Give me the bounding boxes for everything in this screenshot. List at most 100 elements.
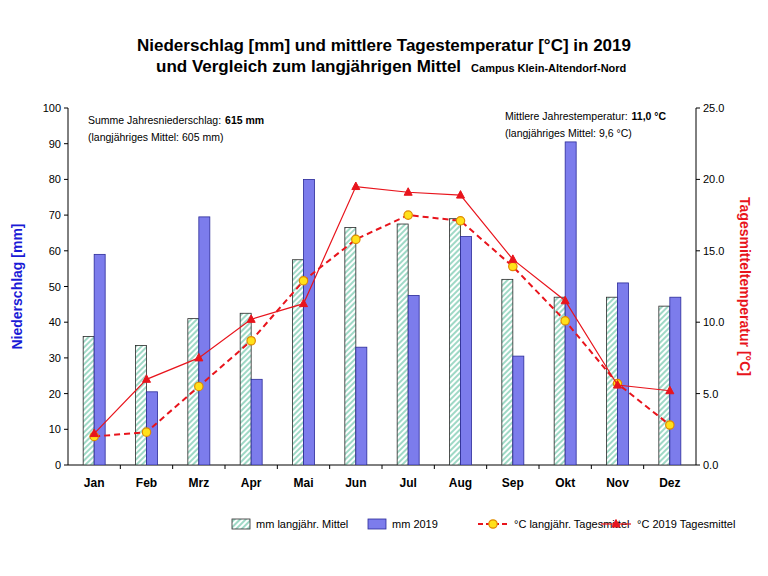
annotation: Mittlere Jahrestemperatur: 11,0 °C	[505, 110, 667, 122]
bar	[136, 345, 147, 465]
annotation: Summe Jahresniederschlag: 615 mm	[88, 114, 264, 126]
y-tick	[64, 215, 68, 216]
y2-tick-label: 0.0	[703, 459, 718, 471]
marker	[247, 315, 255, 323]
y-tick	[64, 429, 68, 430]
plot-area	[83, 142, 681, 465]
location: Campus Klein-Altendorf-Nord	[471, 62, 626, 74]
x-tick-label: Jul	[399, 476, 416, 490]
y-tick	[64, 250, 68, 251]
marker	[612, 520, 620, 528]
y2-tick	[696, 179, 700, 180]
y-tick-label: 60	[49, 245, 61, 257]
annotation: (langjähriges Mittel: 605 mm)	[88, 131, 223, 143]
annotation-part: 615 mm	[225, 114, 264, 126]
chart: Niederschlag [mm] und mittlere Tagestemp…	[0, 0, 768, 576]
bar	[251, 379, 262, 465]
x-tick	[329, 465, 330, 469]
x-tick	[539, 465, 540, 469]
bar	[670, 297, 681, 465]
x-tick	[434, 465, 435, 469]
y2-axis	[696, 108, 697, 465]
y-tick	[64, 465, 68, 466]
y2-tick	[696, 322, 700, 323]
line	[94, 187, 670, 434]
legend: mm langjähr. Mittelmm 2019°C langjähr. T…	[232, 518, 735, 530]
marker	[300, 299, 308, 307]
marker	[561, 317, 569, 325]
x-tick-label: Okt	[555, 476, 575, 490]
x-tick-label: Jan	[84, 476, 105, 490]
marker	[143, 375, 151, 383]
y2-tick	[696, 393, 700, 394]
bar	[83, 336, 94, 465]
x-tick	[486, 465, 487, 469]
annotation-part: Mittlere Jahrestemperatur:	[505, 110, 628, 122]
x-tick-label: Jun	[345, 476, 366, 490]
x-tick	[120, 465, 121, 469]
y-tick	[64, 286, 68, 287]
x-tick	[382, 465, 383, 469]
y2-tick-label: 25.0	[703, 102, 724, 114]
y-tick	[64, 393, 68, 394]
y-tick	[64, 357, 68, 358]
x-tick-label: Dez	[659, 476, 680, 490]
legend-swatch	[232, 519, 250, 529]
annotation-part: 11,0 °C	[632, 110, 667, 122]
bar	[408, 295, 419, 465]
bar	[461, 237, 472, 465]
marker	[509, 262, 517, 270]
annotation-part: Summe Jahresniederschlag:	[88, 114, 221, 126]
y-tick-label: 0	[55, 459, 61, 471]
marker	[247, 337, 255, 345]
x-tick-label: Sep	[502, 476, 524, 490]
y-tick-label: 10	[49, 423, 61, 435]
bar	[345, 228, 356, 465]
legend-label: °C 2019 Tagesmittel	[637, 518, 735, 530]
y-tick	[64, 108, 68, 109]
x-tick-label: Mrz	[188, 476, 209, 490]
y-tick-label: 90	[49, 138, 61, 150]
bar	[397, 224, 408, 465]
y-tick	[64, 322, 68, 323]
marker	[456, 217, 464, 225]
y-tick	[64, 179, 68, 180]
y-axis-title: Niederschlag [mm]	[9, 223, 25, 349]
legend-label: mm langjähr. Mittel	[256, 518, 348, 530]
bar	[513, 356, 524, 465]
x-tick	[172, 465, 173, 469]
x-tick-label: Mai	[293, 476, 313, 490]
y2-tick	[696, 250, 700, 251]
y-tick-label: 50	[49, 281, 61, 293]
marker	[457, 191, 465, 199]
y2-tick-label: 5.0	[703, 388, 718, 400]
x-tick-label: Feb	[136, 476, 157, 490]
x-tick	[591, 465, 592, 469]
x-tick-label: Aug	[449, 476, 472, 490]
marker	[352, 182, 360, 190]
legend-label: mm 2019	[392, 518, 438, 530]
marker	[666, 421, 674, 429]
subtitle: und Vergleich zum langjährigen Mittel	[156, 57, 461, 76]
y-tick-label: 70	[49, 209, 61, 221]
marker	[299, 277, 307, 285]
x-tick-label: Nov	[606, 476, 629, 490]
y-tick-label: 30	[49, 352, 61, 364]
y-tick-label: 40	[49, 316, 61, 328]
line	[94, 215, 670, 436]
bar	[293, 260, 304, 465]
annotation: (langjähriges Mittel: 9,6 °C)	[505, 127, 632, 139]
y-tick-label: 20	[49, 388, 61, 400]
marker	[666, 386, 674, 394]
bar	[502, 279, 513, 465]
title: Niederschlag [mm] und mittlere Tagestemp…	[137, 36, 631, 55]
x-tick-label: Apr	[241, 476, 262, 490]
annotation-part: (langjähriges Mittel: 9,6 °C)	[505, 127, 632, 139]
marker	[195, 353, 203, 361]
bar	[240, 313, 251, 465]
marker	[561, 296, 569, 304]
y2-tick	[696, 108, 700, 109]
y2-tick-label: 15.0	[703, 245, 724, 257]
marker	[404, 211, 412, 219]
subtitle-line: und Vergleich zum langjährigen Mittel Cam…	[156, 57, 626, 76]
